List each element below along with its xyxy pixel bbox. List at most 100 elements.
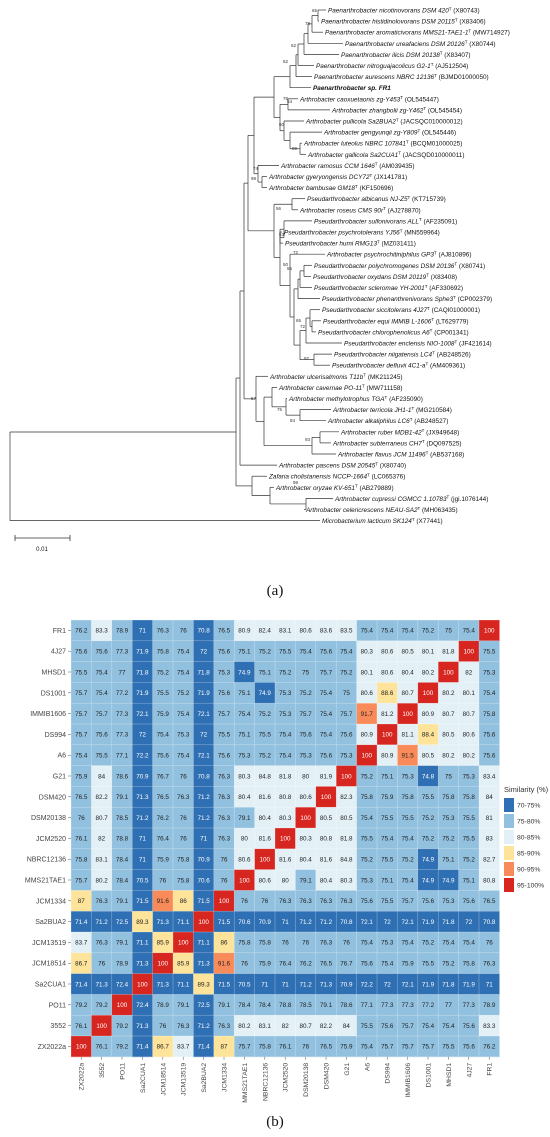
heatmap-cell-value: 75.2 (422, 836, 435, 843)
heatmap-cell-value: 85.9 (177, 961, 190, 968)
scale-bar-label: 0.01 (36, 547, 48, 553)
heatmap-cell (213, 869, 235, 891)
heatmap-cell (438, 911, 459, 933)
heatmap-cell-value: 70.6 (197, 877, 210, 884)
leaf-accession: (AF330692) (427, 285, 463, 292)
heatmap-cell-value: 70.5 (238, 981, 251, 988)
heatmap-cell (479, 932, 500, 954)
heatmap-cell (213, 786, 235, 808)
leaf-type-strain: T (426, 450, 429, 455)
heatmap-column-labels: ZX2022a 3552 PO11 Sa2CUA1 JCM18514 JCM13519 Sa… (79, 1056, 494, 1103)
heatmap-cell (377, 911, 398, 933)
leaf-name: Pseudarthrobacter niigatensis LC4 (334, 352, 432, 359)
heatmap-cell-value: 75.1 (238, 690, 251, 697)
heatmap-cell (275, 848, 296, 870)
heatmap-cell (438, 703, 459, 725)
heatmap-cell (336, 994, 357, 1016)
heatmap-cell-value: 100 (341, 773, 352, 780)
heatmap-cell (397, 869, 419, 891)
heatmap-cell-value: 75.4 (320, 711, 333, 718)
heatmap-cell (234, 661, 255, 683)
heatmap-cell-value: 72.1 (197, 711, 210, 718)
tree-leaf-label: Arthrobacter cavernae PO-11T (MW711158) (278, 384, 403, 392)
heatmap-cell-value: 71.3 (197, 961, 210, 968)
leaf-accession: (MH063435) (420, 507, 457, 514)
heatmap-cell (417, 786, 439, 808)
heatmap-cell (213, 828, 235, 850)
heatmap-cell-value: 84.8 (340, 857, 353, 864)
heatmap-cell-value: 76.1 (95, 1044, 108, 1051)
heatmap-cell-value: 75.5 (381, 898, 394, 905)
heatmap-cell (356, 744, 378, 766)
tree-branches (9, 9, 343, 521)
leaf-name: Arthrobacter bambusae GM18 (268, 185, 355, 192)
heatmap-cell (193, 640, 215, 662)
heatmap-cell-value: 74.9 (422, 857, 435, 864)
heatmap-cell (254, 807, 276, 829)
heatmap-cell (356, 952, 378, 974)
heatmap-cell (71, 848, 92, 870)
heatmap-cell-value: 76.5 (320, 961, 333, 968)
heatmap-cell (275, 724, 296, 746)
heatmap-cell (152, 620, 174, 642)
leaf-name: Arthrobacter pascens DSM 20545 (278, 463, 376, 470)
heatmap-cell-value: 76 (302, 1044, 310, 1051)
heatmap-cell (152, 765, 174, 787)
heatmap-cell (234, 703, 255, 725)
heatmap-legend: Similarity (%) 70-75% 75-80% 80-85% 85-90% 90… (504, 785, 549, 892)
heatmap-cell (458, 952, 480, 974)
heatmap-cell-value: 91.5 (401, 753, 414, 760)
heatmap-cell (438, 640, 459, 662)
bootstrap-value: 52 (291, 43, 297, 48)
leaf-accession: (AJ278870) (386, 207, 421, 214)
heatmap-cell-value: 75.5 (95, 753, 108, 760)
tree-leaf-label: Pseudarthrobacter oxydans DSM 20119T (X8… (313, 273, 457, 281)
heatmap-cell-value: 70.8 (340, 919, 353, 926)
heatmap-cell (213, 682, 235, 704)
heatmap-cell-value: 72.4 (116, 981, 129, 988)
heatmap-cell-value: 76.3 (279, 898, 292, 905)
leaf-type-strain: T (434, 73, 437, 78)
heatmap-cell (315, 911, 337, 933)
heatmap-cell-value: 75.7 (75, 732, 88, 739)
heatmap-cell (254, 911, 276, 933)
heatmap-cell-value: 80.2 (422, 669, 435, 676)
heatmap-cell-value: 75.1 (463, 877, 476, 884)
heatmap-cell (71, 994, 92, 1016)
heatmap-cell-value: 76.3 (95, 940, 108, 947)
heatmap-cell-value: 77.3 (116, 711, 129, 718)
heatmap-cell-value: 80.1 (361, 669, 374, 676)
heatmap-cell (417, 744, 439, 766)
heatmap-cell-value: 75.8 (238, 940, 251, 947)
heatmap-cell-value: 75.2 (157, 669, 170, 676)
heatmap-cell-value: 80.7 (463, 711, 476, 718)
heatmap-cell (417, 952, 439, 974)
heatmap-cell (71, 869, 92, 891)
heatmap-cell (417, 1015, 439, 1037)
heatmap-cell (254, 661, 276, 683)
heatmap-cell (397, 1036, 419, 1058)
bootstrap-value: 78 (305, 21, 311, 26)
leaf-accession: (MK211245) (366, 374, 402, 381)
heatmap-column-label: 3552 (99, 1063, 106, 1078)
heatmap-cell-value: 75.6 (463, 1044, 476, 1051)
heatmap-cell (152, 911, 174, 933)
heatmap-cell (213, 890, 235, 912)
heatmap-cell (111, 744, 133, 766)
heatmap-cell-value: 81.2 (381, 711, 394, 718)
tree-leaf-label: Paenarthrobacter ureafaciens DSM 20126T … (345, 40, 496, 48)
heatmap-cell (417, 703, 439, 725)
heatmap-cell-value: 79.2 (116, 1044, 129, 1051)
heatmap-cell (458, 994, 480, 1016)
heatmap-cell (377, 828, 398, 850)
heatmap-cell (458, 869, 480, 891)
heatmap-cell (132, 1036, 153, 1058)
heatmap-cell-value: 85.9 (157, 940, 170, 947)
heatmap-cell (71, 661, 92, 683)
heatmap-cell-value: 75.2 (259, 711, 272, 718)
heatmap-cell (234, 848, 255, 870)
heatmap-cell-value: 79.1 (116, 940, 129, 947)
heatmap-cell (377, 703, 398, 725)
heatmap-cell (458, 765, 480, 787)
heatmap-cell-value: 80.6 (361, 690, 374, 697)
